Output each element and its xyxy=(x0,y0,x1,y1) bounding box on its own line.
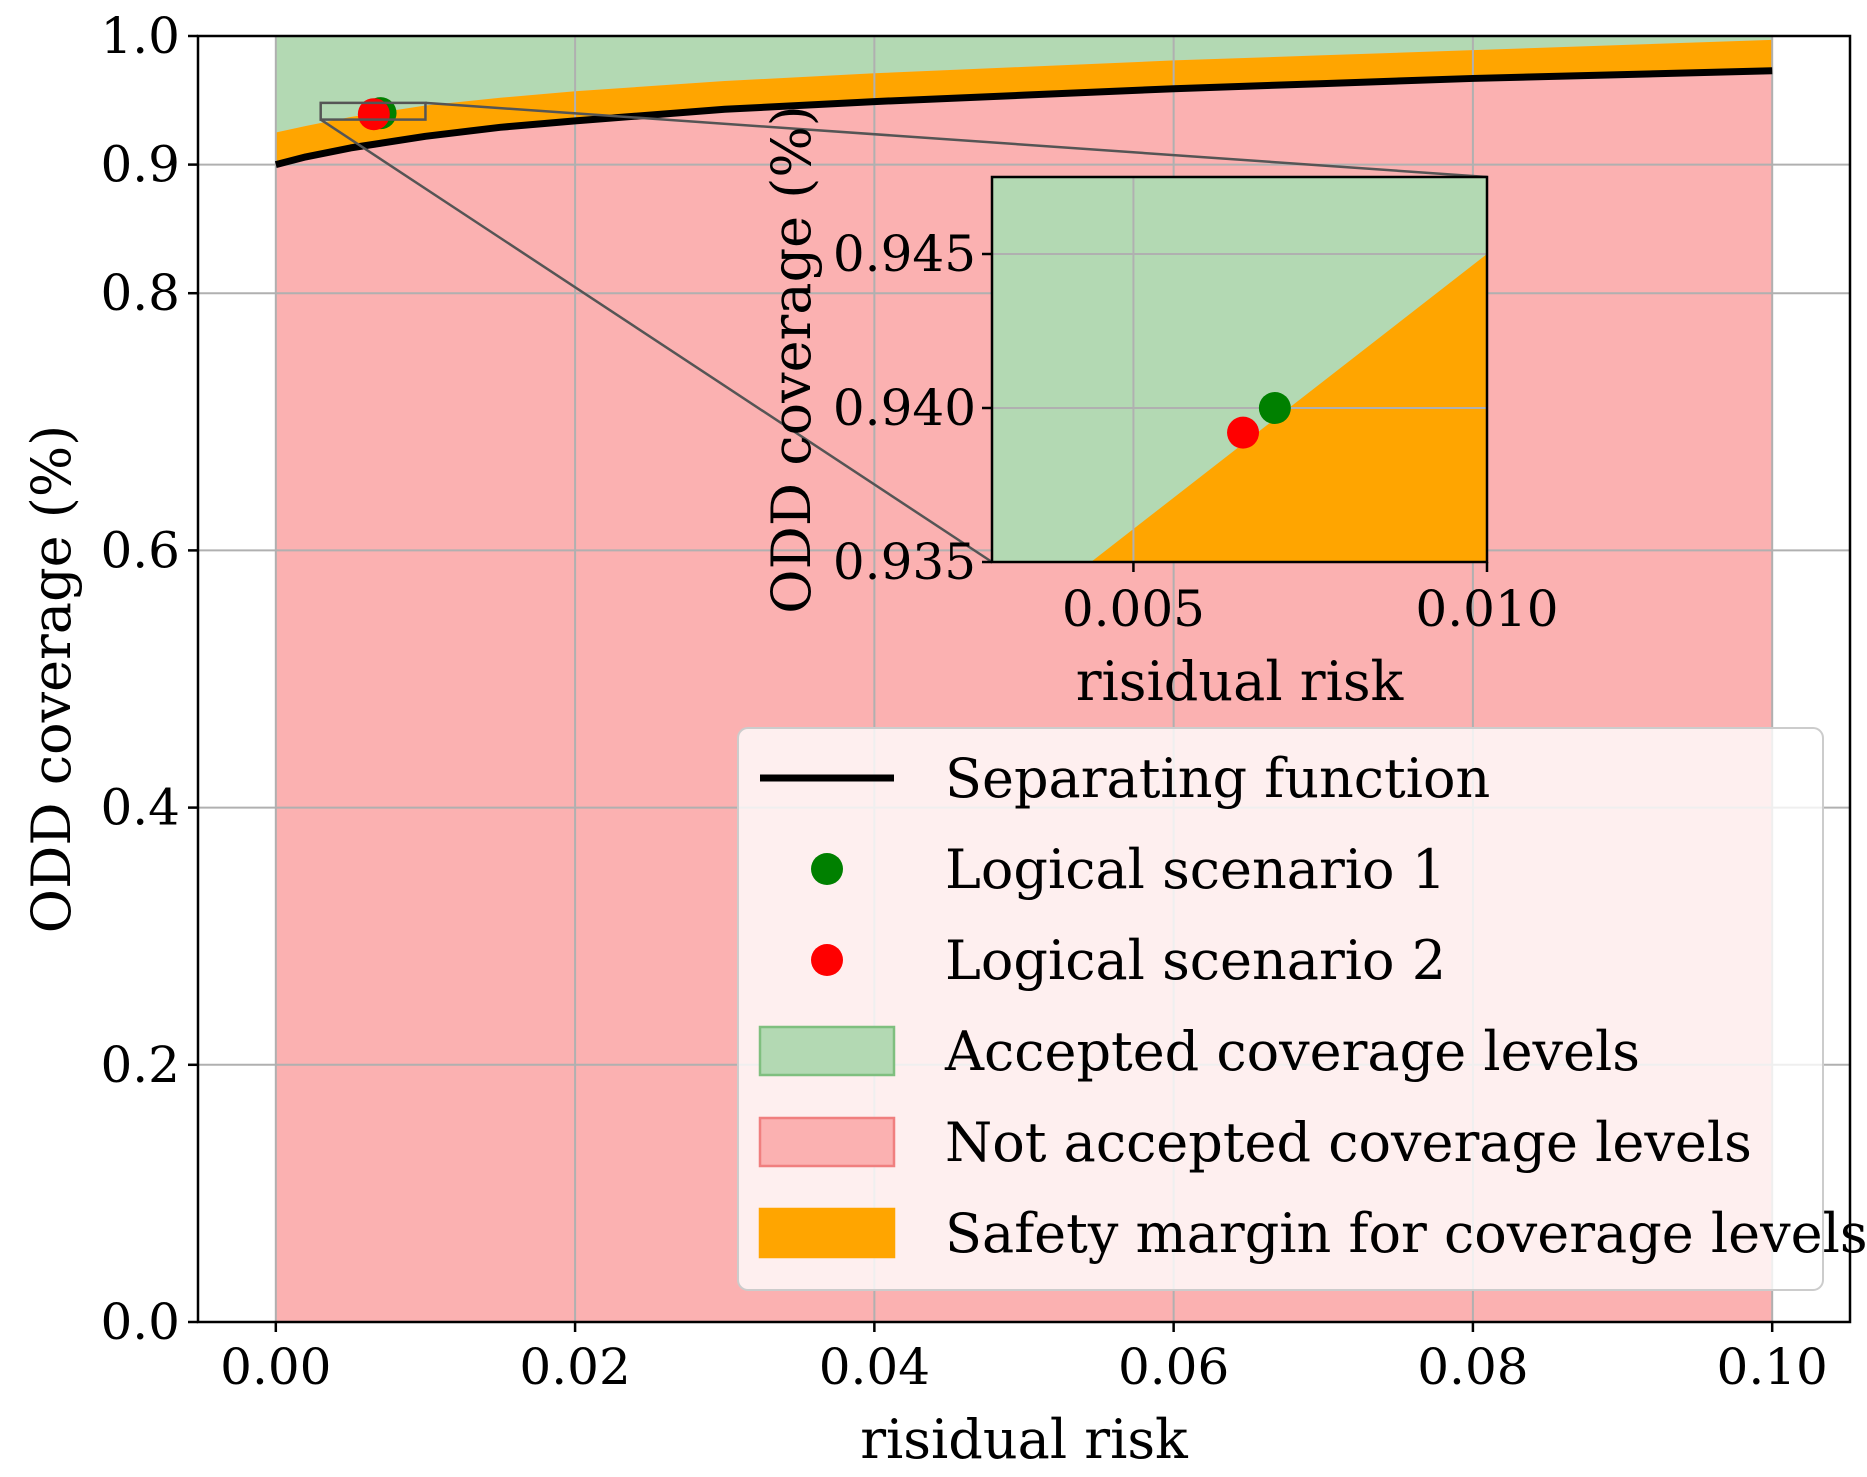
main-y-tick-label: 0.8 xyxy=(100,264,180,322)
inset-x-tick-label: 0.010 xyxy=(1415,580,1558,638)
legend-label: Not accepted coverage levels xyxy=(945,1111,1752,1174)
main-y-tick-label: 0.6 xyxy=(100,521,180,579)
main-y-tick-label: 0.2 xyxy=(100,1036,180,1094)
legend-box xyxy=(737,727,1824,1291)
main-y-ticks: 0.0 0.2 0.4 0.6 0.8 0.9 1.0 xyxy=(100,7,198,1351)
inset-x-axis-label: risidual risk xyxy=(1076,650,1405,713)
legend-patch-handle xyxy=(758,1207,896,1259)
legend-dot-handle xyxy=(811,944,843,976)
inset-fills xyxy=(992,177,1487,562)
main-x-tick-label: 0.02 xyxy=(519,1338,630,1396)
inset-point-scenario-2 xyxy=(1227,416,1260,449)
legend-patch-handle xyxy=(758,1116,896,1168)
main-point-scenario-2 xyxy=(357,98,390,131)
legend: Separating function Logical scenario 1 Log… xyxy=(737,727,1867,1291)
main-x-tick-label: 0.04 xyxy=(819,1338,930,1396)
legend-label: Logical scenario 2 xyxy=(945,929,1446,992)
main-axes-frame xyxy=(196,34,1852,1324)
inset-y-ticks: 0.935 0.940 0.945 xyxy=(833,225,992,591)
main-y-tick-label: 1.0 xyxy=(100,7,180,65)
main-y-tick-label: 0.4 xyxy=(100,779,180,837)
inset-axes-frame xyxy=(990,175,1489,564)
zoom-indicator-box xyxy=(319,101,427,121)
inset-y-tick-label: 0.940 xyxy=(833,379,976,437)
main-x-tick-label: 0.08 xyxy=(1417,1338,1528,1396)
zoom-connector-line xyxy=(425,101,1488,179)
main-y-axis-label: ODD coverage (%) xyxy=(20,425,83,933)
zoom-connector-line xyxy=(320,118,993,564)
inset-x-ticks: 0.005 0.010 xyxy=(1062,562,1559,638)
main-x-tick-label: 0.06 xyxy=(1118,1338,1229,1396)
inset-plot-area xyxy=(990,175,1489,564)
inset-point-scenario-1 xyxy=(1258,392,1291,424)
main-x-axis-label: risidual risk xyxy=(860,1408,1189,1471)
safety-margin-band xyxy=(275,39,1773,165)
main-y-tick-label: 0.0 xyxy=(100,1293,180,1351)
inset-y-axis-label: ODD coverage (%) xyxy=(760,105,823,613)
inset-y-tick-label: 0.945 xyxy=(833,225,976,283)
inset-y-tick-label: 0.935 xyxy=(833,533,976,591)
inset-points-group xyxy=(1227,392,1291,449)
legend-label: Separating function xyxy=(945,747,1490,810)
legend-label: Logical scenario 1 xyxy=(945,838,1446,901)
legend-entries: Separating function Logical scenario 1 Log… xyxy=(758,747,1867,1265)
main-x-tick-label: 0.00 xyxy=(220,1338,331,1396)
legend-dot-handle xyxy=(811,853,843,885)
main-curve-group xyxy=(274,67,1773,168)
main-points-group xyxy=(357,97,397,131)
legend-label: Accepted coverage levels xyxy=(944,1020,1640,1083)
zoom-connector-group xyxy=(319,101,1488,564)
legend-label: Safety margin for coverage levels xyxy=(945,1202,1867,1265)
main-x-ticks: 0.00 0.02 0.04 0.06 0.08 0.10 xyxy=(220,1322,1828,1396)
inset-x-tick-label: 0.005 xyxy=(1062,580,1205,638)
main-y-tick-label: 0.9 xyxy=(100,136,180,194)
main-x-tick-label: 0.10 xyxy=(1717,1338,1828,1396)
legend-patch-handle xyxy=(758,1025,896,1077)
accepted-region xyxy=(275,36,1773,133)
separating-function-line xyxy=(274,67,1773,168)
